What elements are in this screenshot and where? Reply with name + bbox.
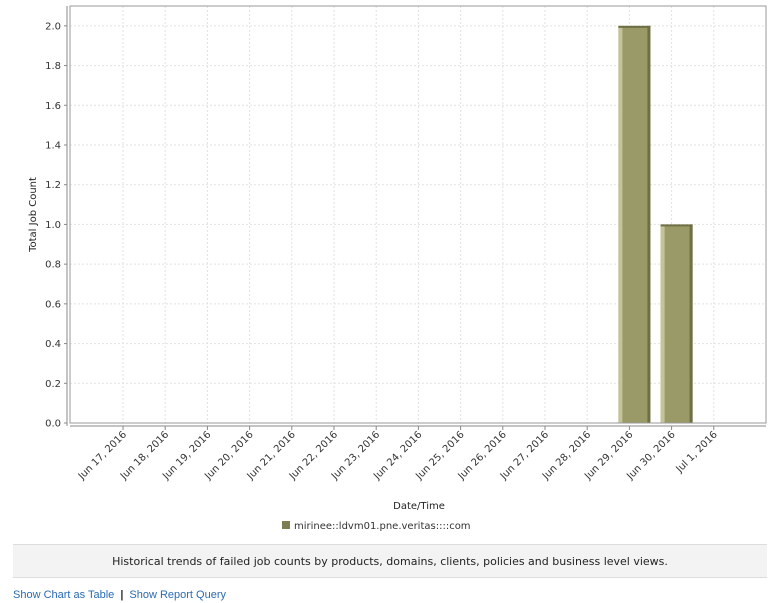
bars <box>618 25 693 423</box>
chart: 0.0 0.2 0.4 0.6 0.8 1.0 1.2 1.4 1.6 1.8 2.0 Jun 17… <box>28 5 767 532</box>
bar-highlight <box>660 224 665 423</box>
link-separator: | <box>120 589 124 601</box>
show-chart-as-table-link[interactable]: Show Chart as Table <box>13 589 115 601</box>
bar-top <box>660 224 693 227</box>
report-description: Historical trends of failed job counts b… <box>13 544 767 578</box>
bar-shade <box>689 224 693 423</box>
y-tick-labels: 0.0 0.2 0.4 0.6 0.8 1.0 1.2 1.4 1.6 1.8 2.0 <box>45 21 61 429</box>
y-tick-label: 0.8 <box>45 260 61 271</box>
y-tick-label: 0.6 <box>45 299 61 310</box>
bar-highlight <box>618 25 623 423</box>
y-tick-label: 0.4 <box>45 339 61 350</box>
bar-top <box>618 25 651 28</box>
plot-frame <box>69 5 767 424</box>
y-tick-label: 1.6 <box>45 101 61 112</box>
y-tick-label: 2.0 <box>45 21 61 32</box>
bar-body <box>618 25 651 423</box>
report-links: Show Chart as Table | Show Report Query <box>13 589 226 601</box>
bar-shade <box>647 25 651 423</box>
y-tick-label: 1.0 <box>45 220 61 231</box>
bar-body <box>660 224 693 423</box>
y-tick-label: 0.0 <box>45 419 61 430</box>
legend: mirinee::ldvm01.pne.veritas::::com <box>282 521 471 532</box>
x-axis-title: Date/Time <box>393 501 445 512</box>
legend-label: mirinee::ldvm01.pne.veritas::::com <box>294 521 471 532</box>
bar <box>618 25 651 423</box>
report-description-text: Historical trends of failed job counts b… <box>112 554 668 568</box>
y-tick-label: 1.2 <box>45 180 61 191</box>
axes <box>64 5 767 430</box>
bar <box>660 224 693 423</box>
y-axis-title: Total Job Count <box>28 177 39 253</box>
y-tick-label: 0.2 <box>45 379 61 390</box>
legend-swatch <box>282 521 290 529</box>
x-tick-label: Jul 1, 2016 <box>674 429 720 475</box>
gridlines <box>70 6 766 424</box>
y-tick-label: 1.4 <box>45 141 61 152</box>
show-report-query-link[interactable]: Show Report Query <box>129 589 226 601</box>
y-tick-label: 1.8 <box>45 61 61 72</box>
